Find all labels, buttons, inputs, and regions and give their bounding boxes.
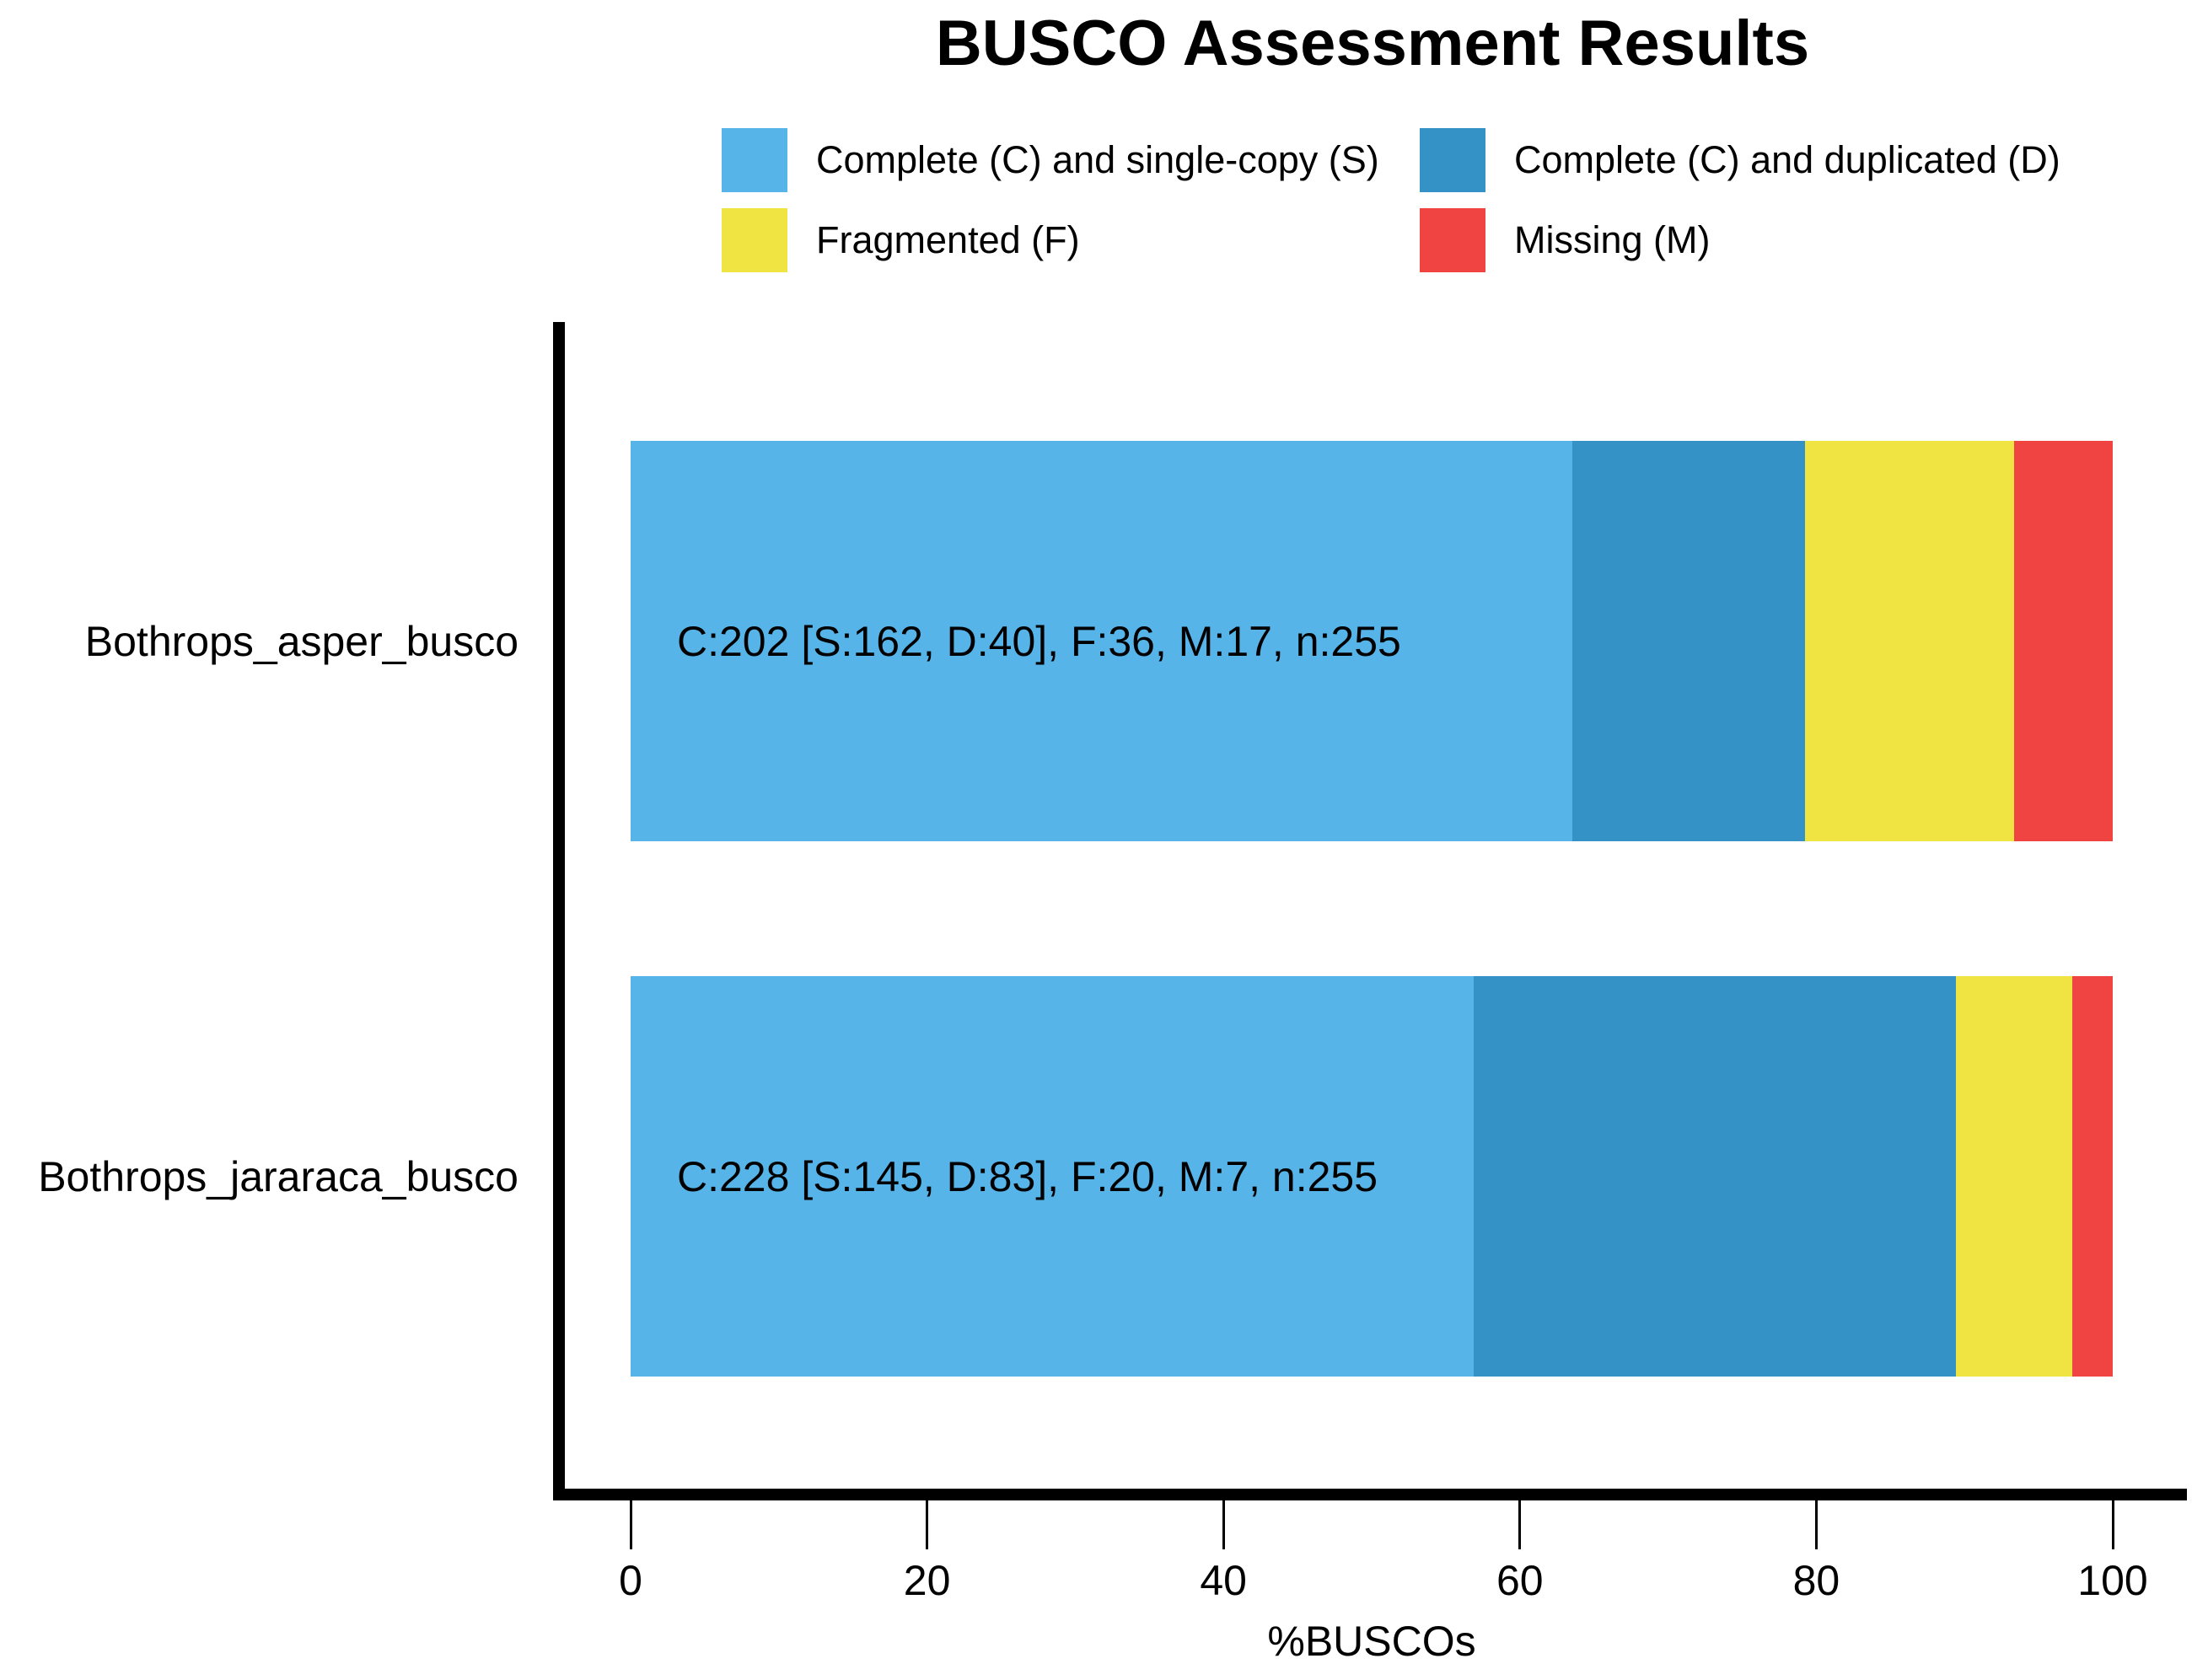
x-tick: [629, 1500, 632, 1549]
legend-label: Complete (C) and single-copy (S): [816, 138, 1379, 181]
bar-segment: [2071, 976, 2113, 1377]
x-tick-label: 80: [1792, 1557, 1840, 1604]
legend-swatch-fragmented: [722, 208, 787, 272]
legend-item-missing: Missing (M): [1420, 207, 1711, 273]
x-tick: [1518, 1500, 1522, 1549]
bar-segment: [631, 976, 1474, 1377]
category-label: Bothrops_jararaca_busco: [38, 1152, 518, 1200]
legend-item-fragmented: Fragmented (F): [722, 207, 1080, 273]
bar-value-label: C:202 [S:162, D:40], F:36, M:17, n:255: [677, 617, 1401, 665]
x-tick-label: 60: [1496, 1557, 1544, 1604]
x-tick-label: 100: [2077, 1557, 2148, 1604]
legend-item-duplicated: Complete (C) and duplicated (D): [1420, 127, 2060, 193]
bar-segment: [2013, 441, 2113, 841]
x-tick: [1222, 1500, 1225, 1549]
category-label: Bothrops_asper_busco: [84, 617, 518, 665]
x-axis-line: [553, 1489, 2187, 1500]
legend-label: Complete (C) and duplicated (D): [1514, 138, 2060, 181]
x-tick: [2111, 1500, 2114, 1549]
x-tick-label: 40: [1200, 1557, 1247, 1604]
legend-label: Fragmented (F): [816, 218, 1080, 261]
bar-segment: [1473, 976, 1956, 1377]
x-tick-label: 0: [619, 1557, 642, 1604]
legend-swatch-single-copy: [722, 128, 787, 192]
page-title: BUSCO Assessment Results: [935, 8, 1810, 79]
legend-label: Missing (M): [1514, 218, 1711, 261]
bar-segment: [1571, 441, 1805, 841]
legend-swatch-missing: [1420, 208, 1485, 272]
bar-segment: [1804, 441, 2014, 841]
bar-segment: [631, 441, 1572, 841]
legend-swatch-duplicated: [1420, 128, 1485, 192]
y-axis-line: [553, 322, 565, 1500]
x-tick-label: 20: [903, 1557, 951, 1604]
x-axis-title: %BUSCOs: [1267, 1618, 1476, 1665]
legend-item-single-copy: Complete (C) and single-copy (S): [722, 127, 1379, 193]
bar-value-label: C:228 [S:145, D:83], F:20, M:7, n:255: [677, 1152, 1378, 1200]
x-tick: [926, 1500, 929, 1549]
x-tick: [1814, 1500, 1818, 1549]
bar-segment: [1955, 976, 2072, 1377]
